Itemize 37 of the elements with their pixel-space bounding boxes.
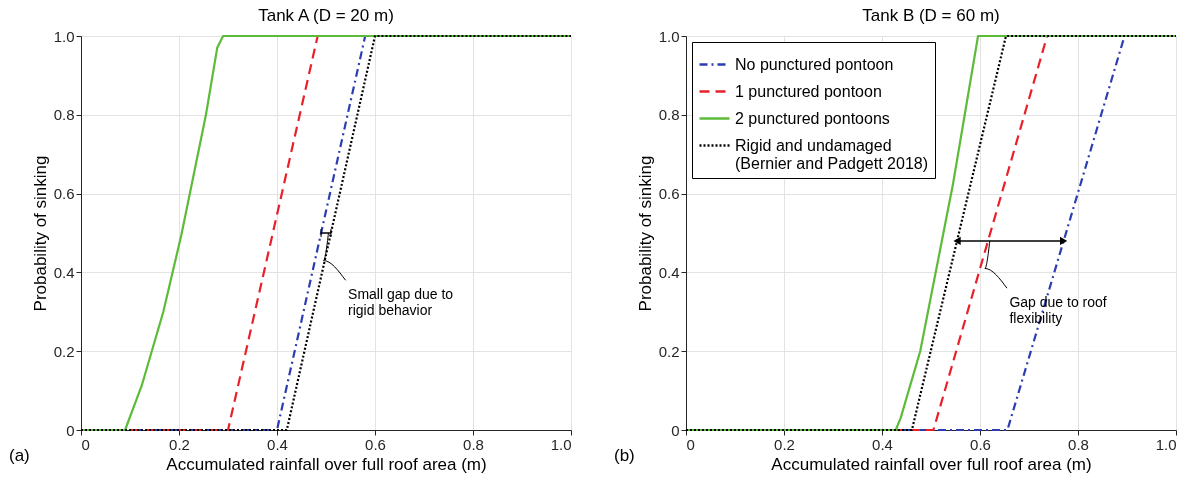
y-tick-label: 0.8 (53, 106, 75, 124)
x-tick-label: 0.8 (463, 435, 484, 453)
y-axis-title: Probability of sinking (635, 155, 655, 312)
legend-label: No punctured pontoon (735, 55, 894, 73)
x-tick-label: 0.8 (1068, 435, 1089, 453)
text: (b) (614, 446, 635, 465)
y-tick-label: 0.4 (53, 263, 75, 281)
y-tick-label: 0.6 (53, 185, 75, 203)
y-axis-title: Probability of sinking (30, 155, 50, 312)
y-tick-label: 0.8 (658, 106, 680, 124)
y-tick-label: 0 (671, 421, 680, 439)
x-tick-label: 0.2 (169, 435, 190, 453)
text: (a) (9, 446, 30, 465)
legend-label: 1 punctured pontoon (735, 82, 882, 100)
y-tick-label: 1.0 (53, 27, 75, 45)
x-axis-title: Accumulated rainfall over full roof area (m) (166, 454, 487, 474)
x-tick-label: 0 (686, 435, 695, 453)
x-tick-label: 1.0 (550, 435, 572, 453)
x-tick-label: 0 (81, 435, 90, 453)
chart-title: Tank B (D = 60 m) (862, 6, 1000, 25)
x-tick-label: 0.4 (267, 435, 288, 453)
x-tick-label: 0.6 (365, 435, 386, 453)
x-axis-title: Accumulated rainfall over full roof area (m) (771, 454, 1092, 474)
x-tick-label: 0.6 (970, 435, 991, 453)
legend-label: Rigid and undamaged (Bernier and Padgett 2018) (735, 136, 929, 172)
annotation: Small gap due to rigid behavior (348, 286, 454, 319)
y-tick-label: 1.0 (658, 27, 680, 45)
y-tick-label: 0.6 (658, 185, 680, 203)
x-tick-label: 0.4 (872, 435, 893, 453)
x-tick-label: 0.2 (774, 435, 795, 453)
y-tick-label: 0 (66, 421, 75, 439)
y-tick-label: 0.2 (658, 342, 680, 360)
legend-label: 2 punctured pontoons (735, 109, 890, 127)
y-tick-label: 0.4 (658, 263, 680, 281)
x-tick-label: 1.0 (1155, 435, 1177, 453)
y-tick-label: 0.2 (53, 342, 75, 360)
chart-title: Tank A (D = 20 m) (258, 6, 394, 25)
